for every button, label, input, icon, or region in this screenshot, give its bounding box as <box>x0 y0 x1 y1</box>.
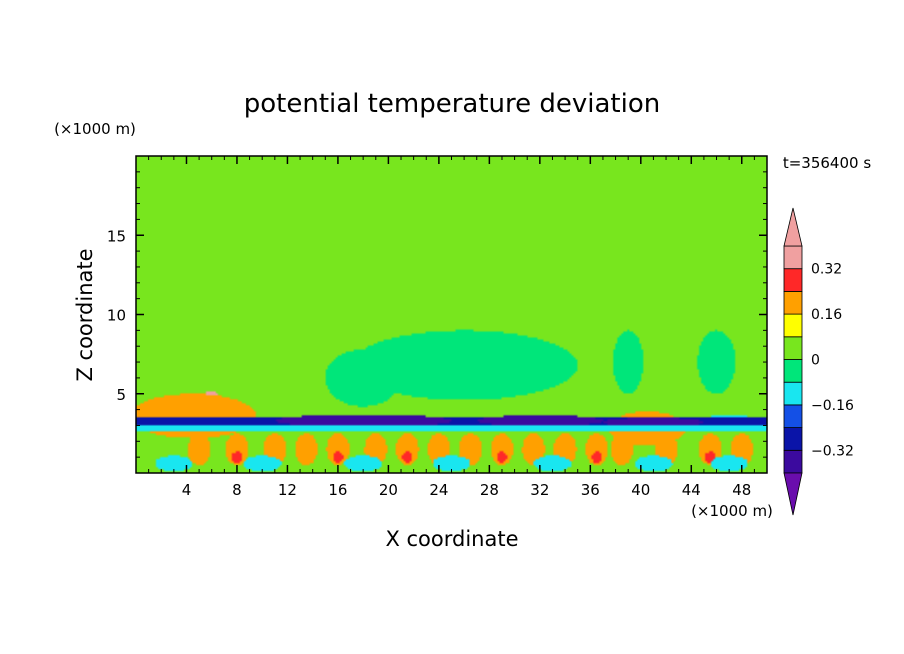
y-unit-label: (×1000 m) <box>54 120 136 138</box>
colorbar-segment <box>783 404 803 428</box>
colorbar-tick-label: 0.16 <box>811 307 842 323</box>
x-axis-label: X coordinate <box>385 527 518 551</box>
colorbar-segment <box>783 427 803 451</box>
colorbar-segment <box>783 245 803 270</box>
x-tick-label: 32 <box>530 481 549 499</box>
x-tick-label: 8 <box>232 481 242 499</box>
colorbar-segment <box>783 313 803 338</box>
colorbar-segment <box>783 381 803 406</box>
colorbar-segment <box>783 449 803 474</box>
colorbar-tick-label: −0.16 <box>811 398 854 414</box>
x-tick-label: 40 <box>631 481 650 499</box>
x-tick-label: 12 <box>278 481 297 499</box>
x-tick-label: 20 <box>379 481 398 499</box>
x-tick-label: 44 <box>682 481 701 499</box>
x-unit-label: (×1000 m) <box>691 502 773 520</box>
chart-title: potential temperature deviation <box>244 89 660 119</box>
x-tick-label: 48 <box>732 481 751 499</box>
y-tick-label: 10 <box>107 307 126 325</box>
colorbar-tick-label: −0.32 <box>811 443 854 459</box>
temperature-field <box>136 156 767 473</box>
y-axis-label: Z coordinate <box>73 248 97 381</box>
colorbar-tick-label: 0.32 <box>811 262 842 278</box>
colorbar-tick-label: 0 <box>811 353 820 369</box>
x-tick-label: 24 <box>429 481 448 499</box>
colorbar-extend-top <box>783 207 803 247</box>
colorbar-segment <box>783 359 803 383</box>
colorbar: 0.32 0.16 0 −0.16 −0.32 <box>783 207 854 516</box>
x-tick-label: 36 <box>581 481 600 499</box>
x-axis-ticks: 4 8 12 16 20 24 28 32 36 40 44 48 <box>148 156 755 499</box>
y-axis-ticks: 5 10 15 <box>107 171 767 458</box>
y-tick-label: 5 <box>116 386 126 404</box>
colorbar-segment <box>783 268 803 292</box>
x-tick-label: 16 <box>328 481 347 499</box>
colorbar-segment <box>783 336 803 360</box>
colorbar-segment <box>783 290 803 315</box>
plot-area <box>135 155 768 474</box>
x-tick-label: 4 <box>182 481 192 499</box>
x-tick-label: 28 <box>480 481 499 499</box>
colorbar-extend-bottom <box>783 472 803 516</box>
time-label: t=356400 s <box>783 154 871 172</box>
y-tick-label: 15 <box>107 227 126 245</box>
